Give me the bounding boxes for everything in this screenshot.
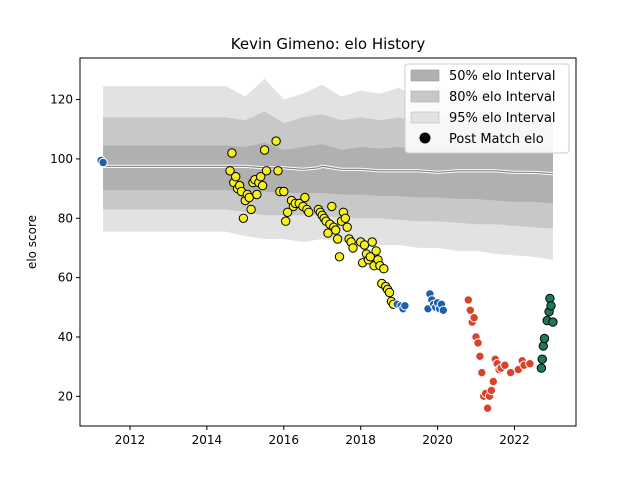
elo-point bbox=[227, 148, 237, 158]
elo-point bbox=[463, 295, 473, 305]
band-50 bbox=[103, 142, 553, 204]
y-tick-label: 80 bbox=[58, 211, 73, 225]
elo-point bbox=[98, 157, 108, 168]
elo-point bbox=[359, 240, 370, 250]
elo-point bbox=[438, 305, 448, 315]
elo-point bbox=[259, 145, 270, 155]
elo-point bbox=[281, 216, 291, 226]
legend-swatch-95 bbox=[410, 111, 440, 124]
elo-point bbox=[348, 243, 358, 253]
elo-point bbox=[379, 264, 389, 274]
elo-point bbox=[367, 237, 377, 247]
post-match-elo-points bbox=[96, 136, 558, 413]
elo-point bbox=[279, 186, 289, 197]
elo-point bbox=[300, 192, 310, 203]
x-tick-label: 2012 bbox=[115, 433, 146, 447]
elo-point bbox=[332, 234, 343, 244]
elo-point bbox=[465, 305, 475, 315]
legend-label-95: 95% elo Interval bbox=[449, 111, 556, 126]
legend: 50% elo Interval 80% elo Interval 95% el… bbox=[404, 63, 570, 154]
elo-point bbox=[238, 213, 249, 224]
elo-point bbox=[244, 192, 254, 203]
x-tick-label: 2016 bbox=[269, 433, 300, 447]
elo-point bbox=[500, 360, 510, 370]
elo-point bbox=[252, 189, 262, 200]
legend-label-50: 50% elo Interval bbox=[449, 69, 556, 84]
elo-point bbox=[488, 376, 498, 387]
elo-point bbox=[371, 246, 381, 256]
chart-title: Kevin Gimeno: elo History bbox=[231, 35, 426, 53]
elo-point bbox=[536, 363, 547, 373]
elo-point bbox=[273, 166, 283, 176]
elo-point bbox=[256, 172, 266, 182]
legend-swatch-80 bbox=[410, 90, 440, 103]
elo-point bbox=[486, 385, 497, 396]
elo-point bbox=[257, 180, 268, 191]
legend-swatch-50 bbox=[410, 69, 440, 82]
elo-point bbox=[331, 225, 341, 235]
elo-point bbox=[225, 166, 235, 176]
elo-point bbox=[475, 351, 485, 361]
x-tick-label: 2014 bbox=[192, 433, 223, 447]
elo-point bbox=[340, 213, 350, 224]
elo-point bbox=[384, 287, 395, 298]
elo-point bbox=[477, 367, 487, 378]
y-axis-label: elo score bbox=[25, 215, 39, 269]
elo-point bbox=[539, 333, 550, 344]
x-tick-label: 2022 bbox=[499, 433, 530, 447]
elo-point bbox=[482, 403, 493, 413]
x-tick-label: 2020 bbox=[422, 433, 453, 447]
elo-point bbox=[548, 317, 558, 327]
elo-point bbox=[246, 204, 256, 215]
elo-point bbox=[342, 222, 352, 232]
x-axis-ticks: 2012 2014 2016 2018 2020 2022 bbox=[115, 426, 530, 447]
elo-point bbox=[327, 201, 337, 212]
elo-point bbox=[537, 354, 547, 364]
elo-point bbox=[334, 252, 345, 262]
y-axis-ticks: 20 40 60 80 100 120 bbox=[50, 93, 80, 403]
legend-box bbox=[404, 63, 570, 154]
x-tick-label: 2018 bbox=[345, 433, 376, 447]
elo-point bbox=[473, 338, 483, 348]
y-tick-label: 40 bbox=[58, 330, 73, 344]
elo-point bbox=[469, 313, 479, 323]
elo-point bbox=[282, 207, 293, 218]
y-tick-label: 60 bbox=[58, 271, 73, 285]
legend-label-post-match: Post Match elo bbox=[449, 132, 544, 147]
elo-point bbox=[231, 172, 241, 182]
elo-point bbox=[546, 301, 556, 311]
y-tick-label: 120 bbox=[50, 93, 73, 107]
elo-point bbox=[271, 136, 281, 146]
elo-point bbox=[304, 207, 314, 218]
legend-marker-post-match bbox=[419, 132, 431, 144]
y-tick-label: 100 bbox=[50, 152, 73, 166]
elo-point bbox=[261, 166, 272, 176]
elo-point bbox=[525, 359, 535, 369]
plot-frame bbox=[79, 57, 577, 427]
elo-point bbox=[400, 301, 410, 311]
elo-point bbox=[505, 367, 516, 378]
legend-label-80: 80% elo Interval bbox=[449, 90, 556, 105]
y-tick-label: 20 bbox=[58, 389, 73, 403]
